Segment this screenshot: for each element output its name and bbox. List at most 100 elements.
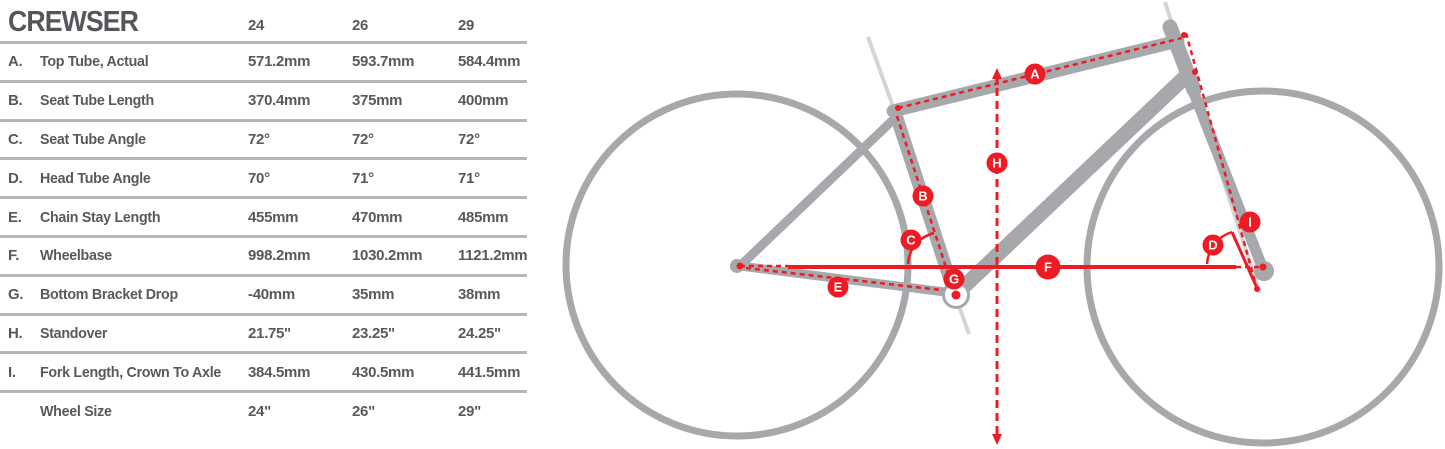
spec-value-29: 1121.2mm [458, 247, 528, 265]
table-row: Wheel Size 24" 26" 29" [0, 393, 527, 429]
spec-value-29: 71° [458, 169, 480, 187]
ref-dot-front-axle [1259, 263, 1267, 271]
seatpost-axis-line [866, 36, 897, 113]
spec-letter: A. [8, 53, 23, 71]
spec-value-26: 26" [352, 402, 375, 420]
standover-arrow-bottom [992, 434, 1002, 445]
svg-text:D: D [1208, 238, 1217, 253]
spec-value-24: 998.2mm [248, 247, 311, 265]
dim-line-chain-stay [745, 266, 951, 293]
seat-stay-tube [735, 112, 901, 271]
svg-text:F: F [1044, 260, 1052, 275]
standover-arrow-top [992, 68, 1002, 79]
spec-label: Chain Stay Length [40, 208, 161, 226]
spec-letter: C. [8, 130, 23, 148]
column-header-24: 24 [248, 17, 265, 34]
down-tube [947, 71, 1191, 303]
spec-value-24: 455mm [248, 208, 299, 226]
table-header: CREWSER 24 26 29 [0, 0, 527, 44]
ref-dot-fork-crown [1192, 69, 1198, 75]
table-row: A. Top Tube, Actual 571.2mm 593.7mm 584.… [0, 44, 527, 83]
spec-label: Wheel Size [40, 402, 112, 420]
svg-text:H: H [992, 156, 1001, 171]
table-row: G. Bottom Bracket Drop -40mm 35mm 38mm [0, 277, 527, 316]
ref-dot-rear-axle [736, 262, 744, 270]
badge-i: I [1239, 211, 1261, 233]
dim-line-head-angle [1230, 231, 1259, 289]
spec-value-24: 24" [248, 402, 271, 420]
spec-value-29: 485mm [458, 208, 509, 226]
spec-value-26: 430.5mm [352, 363, 415, 381]
spec-label: Seat Tube Angle [40, 130, 146, 148]
spec-value-24: 571.2mm [248, 53, 311, 71]
spec-letter: F. [8, 247, 20, 265]
spec-value-29: 400mm [458, 92, 509, 110]
spec-letter: H. [8, 324, 23, 342]
badge-h: H [986, 152, 1008, 174]
column-header-26: 26 [352, 17, 369, 34]
svg-text:G: G [949, 272, 959, 287]
spec-letter: E. [8, 208, 22, 226]
spec-value-29: 29" [458, 402, 481, 420]
spec-value-24: 72° [248, 130, 270, 148]
bike-geometry-diagram: A B C D E F G [562, 1, 1443, 447]
table-row: I. Fork Length, Crown To Axle 384.5mm 43… [0, 354, 527, 394]
spec-letter: G. [8, 286, 24, 304]
table-body: A. Top Tube, Actual 571.2mm 593.7mm 584.… [0, 44, 528, 429]
spec-label: Head Tube Angle [40, 169, 151, 187]
spec-value-26: 72° [352, 130, 374, 148]
svg-text:E: E [834, 280, 843, 295]
svg-text:C: C [906, 233, 916, 248]
spec-label: Standover [40, 324, 108, 342]
badge-e: E [827, 276, 849, 298]
badge-c: C [900, 229, 922, 251]
spec-value-24: 21.75" [248, 324, 291, 342]
badge-b: B [912, 185, 934, 207]
spec-value-29: 441.5mm [458, 363, 521, 381]
spec-value-26: 375mm [352, 92, 403, 110]
column-header-29: 29 [458, 17, 475, 34]
svg-text:B: B [918, 189, 927, 204]
table-row: F. Wheelbase 998.2mm 1030.2mm 1121.2mm [0, 238, 528, 277]
head-tube [1162, 19, 1202, 98]
spec-value-24: 70° [248, 169, 270, 187]
ref-dot-seat-cluster [895, 105, 901, 111]
svg-text:A: A [1030, 67, 1040, 82]
spec-value-29: 584.4mm [458, 53, 521, 71]
spec-value-26: 593.7mm [352, 53, 415, 71]
spec-table: CREWSER 24 26 29 A. Top Tube, Actual 571… [0, 0, 528, 429]
spec-letter: B. [8, 92, 23, 110]
badge-d: D [1202, 234, 1224, 256]
table-row: E. Chain Stay Length 455mm 470mm 485mm [0, 199, 527, 238]
spec-value-26: 1030.2mm [352, 247, 423, 265]
table-row: B. Seat Tube Length 370.4mm 375mm 400mm [0, 83, 527, 122]
spec-label: Seat Tube Length [40, 92, 154, 110]
spec-label: Fork Length, Crown To Axle [40, 363, 222, 381]
dimension-badges: A B C D E F G [827, 63, 1261, 298]
model-title: CREWSER [8, 6, 139, 38]
table-row: C. Seat Tube Angle 72° 72° 72° [0, 122, 527, 161]
spec-label: Wheelbase [40, 247, 112, 265]
badge-f: F [1035, 254, 1061, 280]
spec-value-29: 72° [458, 130, 480, 148]
spec-value-26: 470mm [352, 208, 403, 226]
spec-value-29: 38mm [458, 286, 501, 304]
table-row: H. Standover 21.75" 23.25" 24.25" [0, 316, 527, 355]
spec-value-26: 71° [352, 169, 374, 187]
spec-value-29: 24.25" [458, 324, 501, 342]
badge-g: G [943, 268, 965, 290]
spec-value-24: 370.4mm [248, 92, 311, 110]
spec-letter: D. [8, 169, 23, 187]
ref-dot-axis-bottom [1254, 286, 1260, 292]
spec-label: Bottom Bracket Drop [40, 286, 178, 304]
spec-label: Top Tube, Actual [40, 53, 149, 71]
ref-dot-head-top [1181, 32, 1187, 38]
spec-value-24: 384.5mm [248, 363, 311, 381]
badge-a: A [1024, 63, 1046, 85]
spec-value-26: 23.25" [352, 324, 395, 342]
svg-text:I: I [1248, 215, 1252, 230]
table-row: D. Head Tube Angle 70° 71° 71° [0, 160, 527, 200]
spec-letter: I. [8, 363, 16, 381]
spec-value-24: -40mm [248, 286, 295, 304]
